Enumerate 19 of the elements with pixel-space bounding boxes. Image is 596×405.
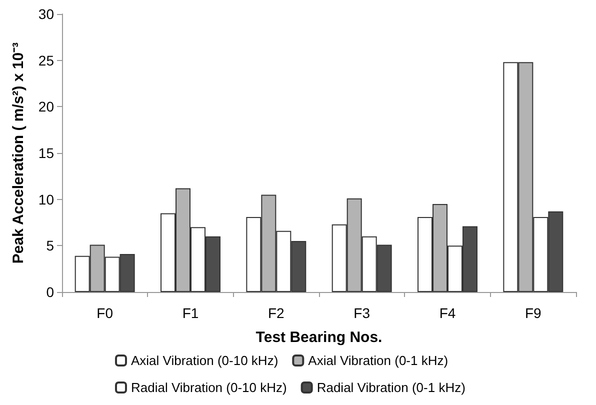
legend-label: Axial Vibration (0-10 kHz) — [131, 353, 278, 368]
legend-label: Radial Vibration (0-1 kHz) — [316, 380, 466, 395]
x-tick-label: F2 — [268, 305, 285, 321]
x-tick-label: F4 — [439, 305, 456, 321]
x-axis-title: Test Bearing Nos. — [256, 329, 382, 346]
x-tick-label: F3 — [354, 305, 370, 321]
y-tick-label: 10 — [38, 191, 54, 208]
y-tick-label: 25 — [38, 52, 54, 68]
y-tick-label: 5 — [46, 238, 54, 254]
legend-label: Radial Vibration (0-10 kHz) — [131, 380, 287, 395]
legend-label: Axial Vibration (0-1 kHz) — [308, 353, 448, 368]
y-tick-label: 30 — [38, 6, 54, 22]
x-tick-label: F9 — [524, 305, 542, 321]
y-tick-label: 0 — [46, 284, 54, 300]
x-tick-label: F1 — [182, 305, 199, 321]
y-axis-title: Peak Acceleration ( m/s²) x 10⁻³ — [10, 42, 27, 264]
x-tick-label: F0 — [96, 305, 114, 321]
y-tick-label: 15 — [38, 145, 54, 161]
y-tick-label: 20 — [38, 98, 54, 115]
